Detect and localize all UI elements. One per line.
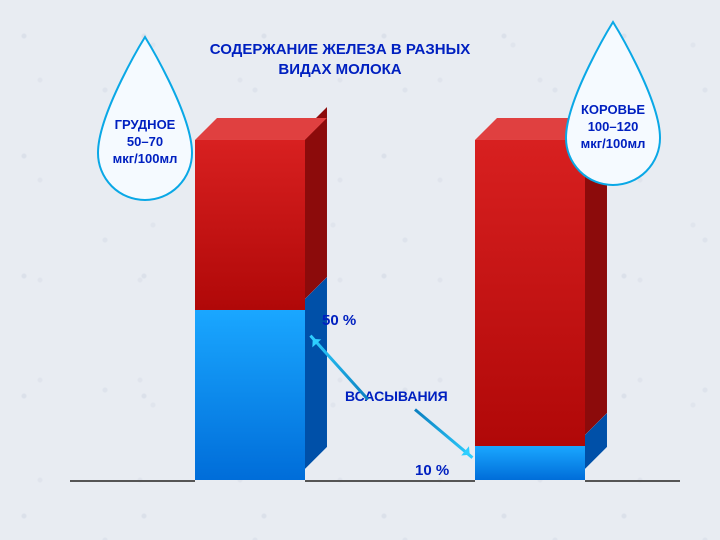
bar-segment-unabsorbed [195,140,305,310]
axis-segment [70,480,195,482]
axis-segment [305,480,475,482]
drop-line: 100–120 [588,119,639,134]
drop-line: ГРУДНОЕ [115,117,176,132]
drop-label-cow: КОРОВЬЕ 100–120 мкг/100мл [548,20,678,195]
drop-line: мкг/100мл [113,151,178,166]
pct-label-10: 10 % [415,462,449,479]
bar-top-cap [195,118,327,140]
title-line-1: СОДЕРЖАНИЕ ЖЕЛЕЗА В РАЗНЫХ [210,41,471,58]
drop-label-breast: ГРУДНОЕ 50–70 мкг/100мл [80,35,210,210]
pct-label-50: 50 % [322,312,356,329]
bar-segment-absorbed-side [305,277,327,469]
title-line-2: ВИДАХ МОЛОКА [278,61,401,78]
bar-segment-absorbed [475,446,585,480]
arrow-to-10: .arrow[data-name="arrow-to-10"]::after{b… [414,408,473,459]
drop-text: КОРОВЬЕ 100–120 мкг/100мл [548,20,678,153]
bar-segment-absorbed [195,310,305,480]
bar-breast-milk [195,140,305,480]
drop-line: КОРОВЬЕ [581,102,645,117]
drop-text: ГРУДНОЕ 50–70 мкг/100мл [80,35,210,168]
chart-title: СОДЕРЖАНИЕ ЖЕЛЕЗА В РАЗНЫХ ВИДАХ МОЛОКА [175,40,505,81]
drop-line: мкг/100мл [581,136,646,151]
drop-line: 50–70 [127,134,163,149]
axis-segment [585,480,680,482]
